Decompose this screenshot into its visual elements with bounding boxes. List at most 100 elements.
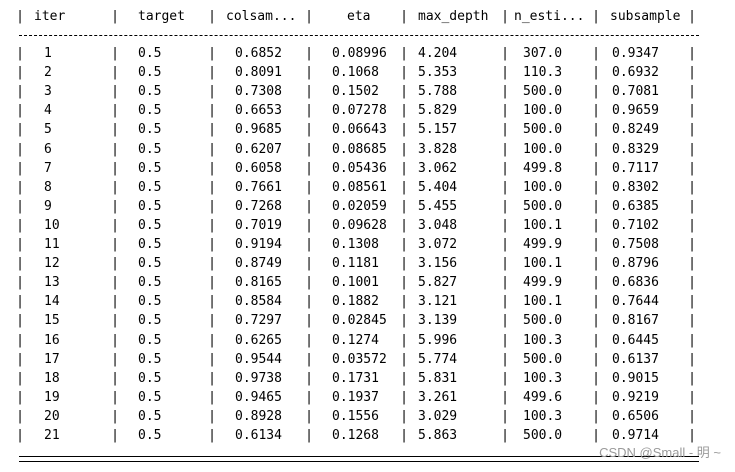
column-separator: | [688,122,696,138]
column-separator: | [16,275,24,291]
table-cell: 500.0 [523,351,563,367]
table-cell: 0.6134 [235,428,282,443]
column-separator: | [111,294,119,310]
table-cell: 0.03572 [332,351,387,367]
column-separator: | [688,179,696,195]
column-separator: | [592,160,600,176]
column-separator: | [16,408,24,424]
table-cell: 0.6506 [612,408,659,424]
column-separator: | [400,256,408,272]
table-cell: 0.5 [138,294,162,310]
column-separator: | [208,65,216,81]
table-cell: 0.7081 [612,84,659,100]
table-cell: 0.9738 [235,370,282,386]
column-separator: | [208,332,216,348]
column-header: target [138,9,185,24]
table-cell: 307.0 [523,46,563,61]
table-cell: 12 [44,256,60,272]
column-separator: | [501,179,509,195]
column-separator: | [501,256,509,272]
column-separator: | [111,370,119,386]
table-row: | | | | | | | | 1 0.5 0.6852 0.08996 4.204 307.0 0.934… [0,44,735,63]
column-separator: | [501,408,509,424]
watermark-text: CSDN @Small - 明 ~ [599,445,721,460]
table-cell: 0.8167 [612,313,659,329]
column-separator: | [501,428,509,443]
column-separator: | [501,122,509,138]
column-separator: | [111,217,119,233]
column-separator: | [592,351,600,367]
table-row: | | | | | | | | 11 0.5 0.9194 0.1308 3.072 499.9 0.750… [0,235,735,254]
table-cell: 0.7308 [235,84,282,100]
table-cell: 3.029 [418,408,458,424]
column-separator: | [592,103,600,119]
column-separator: | [688,160,696,176]
table-cell: 5.996 [418,332,458,348]
table-row: | | | | | | | | 6 0.5 0.6207 0.08685 3.828 100.0 0.832… [0,140,735,159]
table-cell: 100.0 [523,179,563,195]
table-cell: 5.788 [418,84,458,100]
table-cell: 0.1882 [332,294,379,310]
table-cell: 3.828 [418,141,458,157]
column-separator: | [400,84,408,100]
column-separator: | [501,237,509,252]
column-separator: | [111,46,119,61]
table-cell: 0.9219 [612,389,659,405]
table-cell: 0.7019 [235,217,282,233]
column-separator: | [400,351,408,367]
table-cell: 0.7644 [612,294,659,310]
column-separator: | [208,217,216,233]
table-cell: 1 [44,46,52,61]
column-separator: | [688,84,696,100]
table-cell: 5.829 [418,103,458,119]
table-cell: 16 [44,332,60,348]
column-separator: | [16,9,24,24]
column-separator: | [400,179,408,195]
table-cell: 0.6058 [235,160,282,176]
column-header: n_esti... [514,9,585,24]
table-cell: 14 [44,294,60,310]
column-separator: | [501,160,509,176]
table-cell: 0.6932 [612,65,659,81]
table-cell: 0.9194 [235,237,282,252]
column-separator: | [592,389,600,405]
table-cell: 3.156 [418,256,458,272]
column-separator: | [400,313,408,329]
column-separator: | [592,256,600,272]
column-separator: | [16,65,24,81]
column-separator: | [688,65,696,81]
column-separator: | [688,237,696,252]
column-separator: | [501,46,509,61]
column-separator: | [208,160,216,176]
column-separator: | [592,332,600,348]
column-separator: | [111,275,119,291]
table-cell: 0.5 [138,141,162,157]
column-separator: | [208,141,216,157]
column-separator: | [400,237,408,252]
column-separator: | [111,122,119,138]
table-cell: 0.9544 [235,351,282,367]
column-separator: | [501,313,509,329]
table-cell: 100.3 [523,408,563,424]
table-cell: 0.02059 [332,198,387,214]
table-cell: 0.1181 [332,256,379,272]
table-cell: 0.1556 [332,408,379,424]
table-cell: 0.5 [138,198,162,214]
column-separator: | [688,103,696,119]
table-cell: 0.7102 [612,217,659,233]
table-cell: 0.6445 [612,332,659,348]
column-separator: | [208,103,216,119]
footer-separator [19,456,699,462]
column-separator: | [501,84,509,100]
table-cell: 17 [44,351,60,367]
column-header: max_depth [418,9,489,24]
table-cell: 11 [44,237,60,252]
column-separator: | [305,275,313,291]
table-cell: 0.7117 [612,160,659,176]
column-separator: | [305,9,313,24]
table-cell: 0.02845 [332,313,387,329]
column-separator: | [305,370,313,386]
table-row: | | | | | | | | 19 0.5 0.9465 0.1937 3.261 499.6 0.921… [0,388,735,407]
table-row: | | | | | | | | 17 0.5 0.9544 0.03572 5.774 500.0 0.61… [0,350,735,369]
column-separator: | [592,370,600,386]
